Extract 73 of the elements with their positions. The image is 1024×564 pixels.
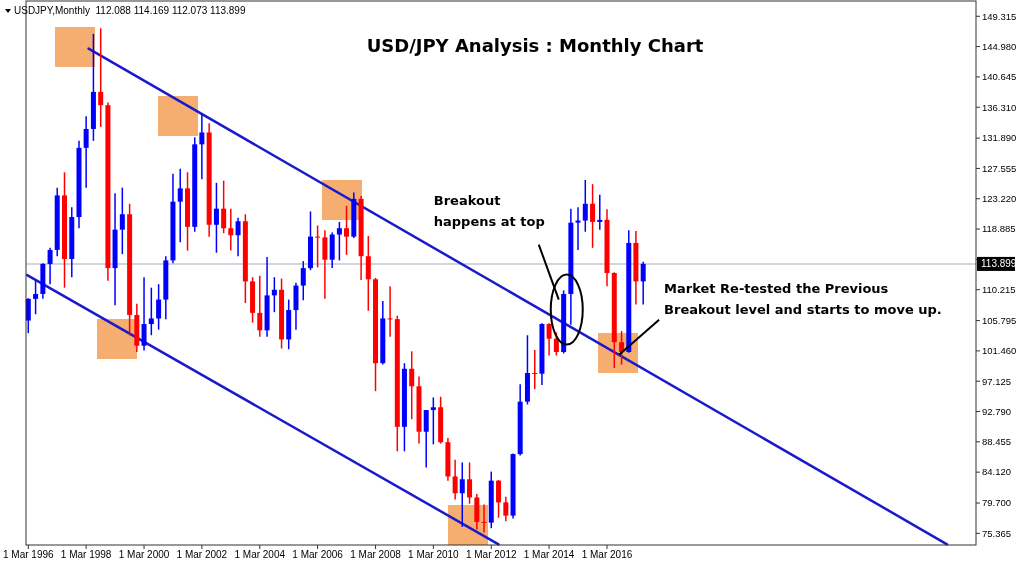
y-tick-label: 144.980 xyxy=(982,40,1017,52)
candlestick xyxy=(387,285,393,338)
candlestick xyxy=(575,206,581,251)
candlestick xyxy=(344,205,350,256)
candlestick xyxy=(300,260,306,302)
candlestick xyxy=(98,27,104,128)
candlestick xyxy=(619,330,625,366)
candlestick xyxy=(156,283,162,331)
x-tick-label: 1 Mar 2002 xyxy=(176,549,228,560)
y-tick-label: 118.885 xyxy=(982,223,1016,235)
candlestick xyxy=(235,217,241,257)
candlestick xyxy=(315,224,321,269)
x-tick-label: 1 Mar 2014 xyxy=(523,549,575,560)
candlestick xyxy=(141,276,147,352)
candlestick xyxy=(467,461,473,505)
text: USD/JPY Analysis : Monthly Chart xyxy=(366,35,704,56)
x-tick-label: 1 Mar 1996 xyxy=(3,549,55,560)
candlestick xyxy=(213,182,219,254)
x-tick-label: 1 Mar 2004 xyxy=(234,549,286,560)
candlestick xyxy=(257,275,263,338)
annotation: USDJPY,Monthly 112.088 114.169 112.073 113.899 xyxy=(14,5,246,16)
y-tick-label: 123.220 xyxy=(982,193,1017,205)
x-tick-label: 1 Mar 2016 xyxy=(581,549,633,560)
candlestick xyxy=(452,458,458,501)
candlestick xyxy=(119,186,125,255)
candlestick xyxy=(597,193,603,231)
y-tick-label: 110.215 xyxy=(982,284,1016,295)
y-tick-label: 127.555 xyxy=(982,162,1017,174)
candlestick xyxy=(503,496,509,522)
y-tick-label: 88.455 xyxy=(982,436,1012,448)
candlestick xyxy=(582,179,588,233)
candlestick xyxy=(409,350,415,420)
candlestick xyxy=(553,331,559,357)
x-tick-label: 1 Mar 2008 xyxy=(350,549,402,560)
candlestick xyxy=(177,168,183,243)
candlestick xyxy=(423,409,429,469)
candlestick xyxy=(199,114,205,181)
annotation: Market Re-tested the Previous Breakout level and starts to move up. xyxy=(664,280,942,317)
candlestick xyxy=(365,235,371,312)
y-tick-label: 97.125 xyxy=(982,375,1012,387)
y-tick-label: 84.120 xyxy=(982,466,1012,478)
candlestick xyxy=(148,286,154,336)
candlestick xyxy=(47,247,53,285)
y-tick-label: 140.645 xyxy=(982,71,1017,83)
x-tick-label: 1 Mar 1998 xyxy=(60,549,112,560)
annotation: Breakout happens at top xyxy=(433,192,545,229)
candlestick xyxy=(459,461,465,528)
candlestick xyxy=(228,207,234,252)
y-tick-label: 75.365 xyxy=(982,527,1012,539)
candlestick xyxy=(496,479,502,519)
candlestick xyxy=(83,115,89,189)
candlestick xyxy=(430,396,436,446)
x-tick-label: 1 Mar 2010 xyxy=(408,549,460,560)
y-tick-label: 105.795 xyxy=(982,314,1017,326)
candlestick xyxy=(532,349,538,390)
y-tick-label: 131.890 xyxy=(982,132,1017,144)
y-tick-label: 149.315 xyxy=(982,10,1017,22)
y-tick-label: 101.460 xyxy=(982,345,1017,357)
candlestick xyxy=(546,322,552,357)
candlestick xyxy=(640,261,646,306)
x-tick-label: 1 Mar 2012 xyxy=(465,549,517,560)
y-tick-label: 92.790 xyxy=(982,405,1012,417)
candlestick xyxy=(322,229,328,300)
candlestick xyxy=(33,279,39,315)
x-tick-label: 1 Mar 2006 xyxy=(292,549,344,560)
candlestick xyxy=(221,179,227,234)
y-tick-label: 136.310 xyxy=(982,101,1017,113)
candlestick xyxy=(336,221,342,262)
candlestick xyxy=(481,503,487,534)
ref-line-label: 113.899 xyxy=(981,258,1017,270)
x-tick-label: 1 Mar 2000 xyxy=(118,549,170,560)
candlestick xyxy=(590,183,596,249)
y-tick-label: 79.700 xyxy=(982,497,1012,509)
